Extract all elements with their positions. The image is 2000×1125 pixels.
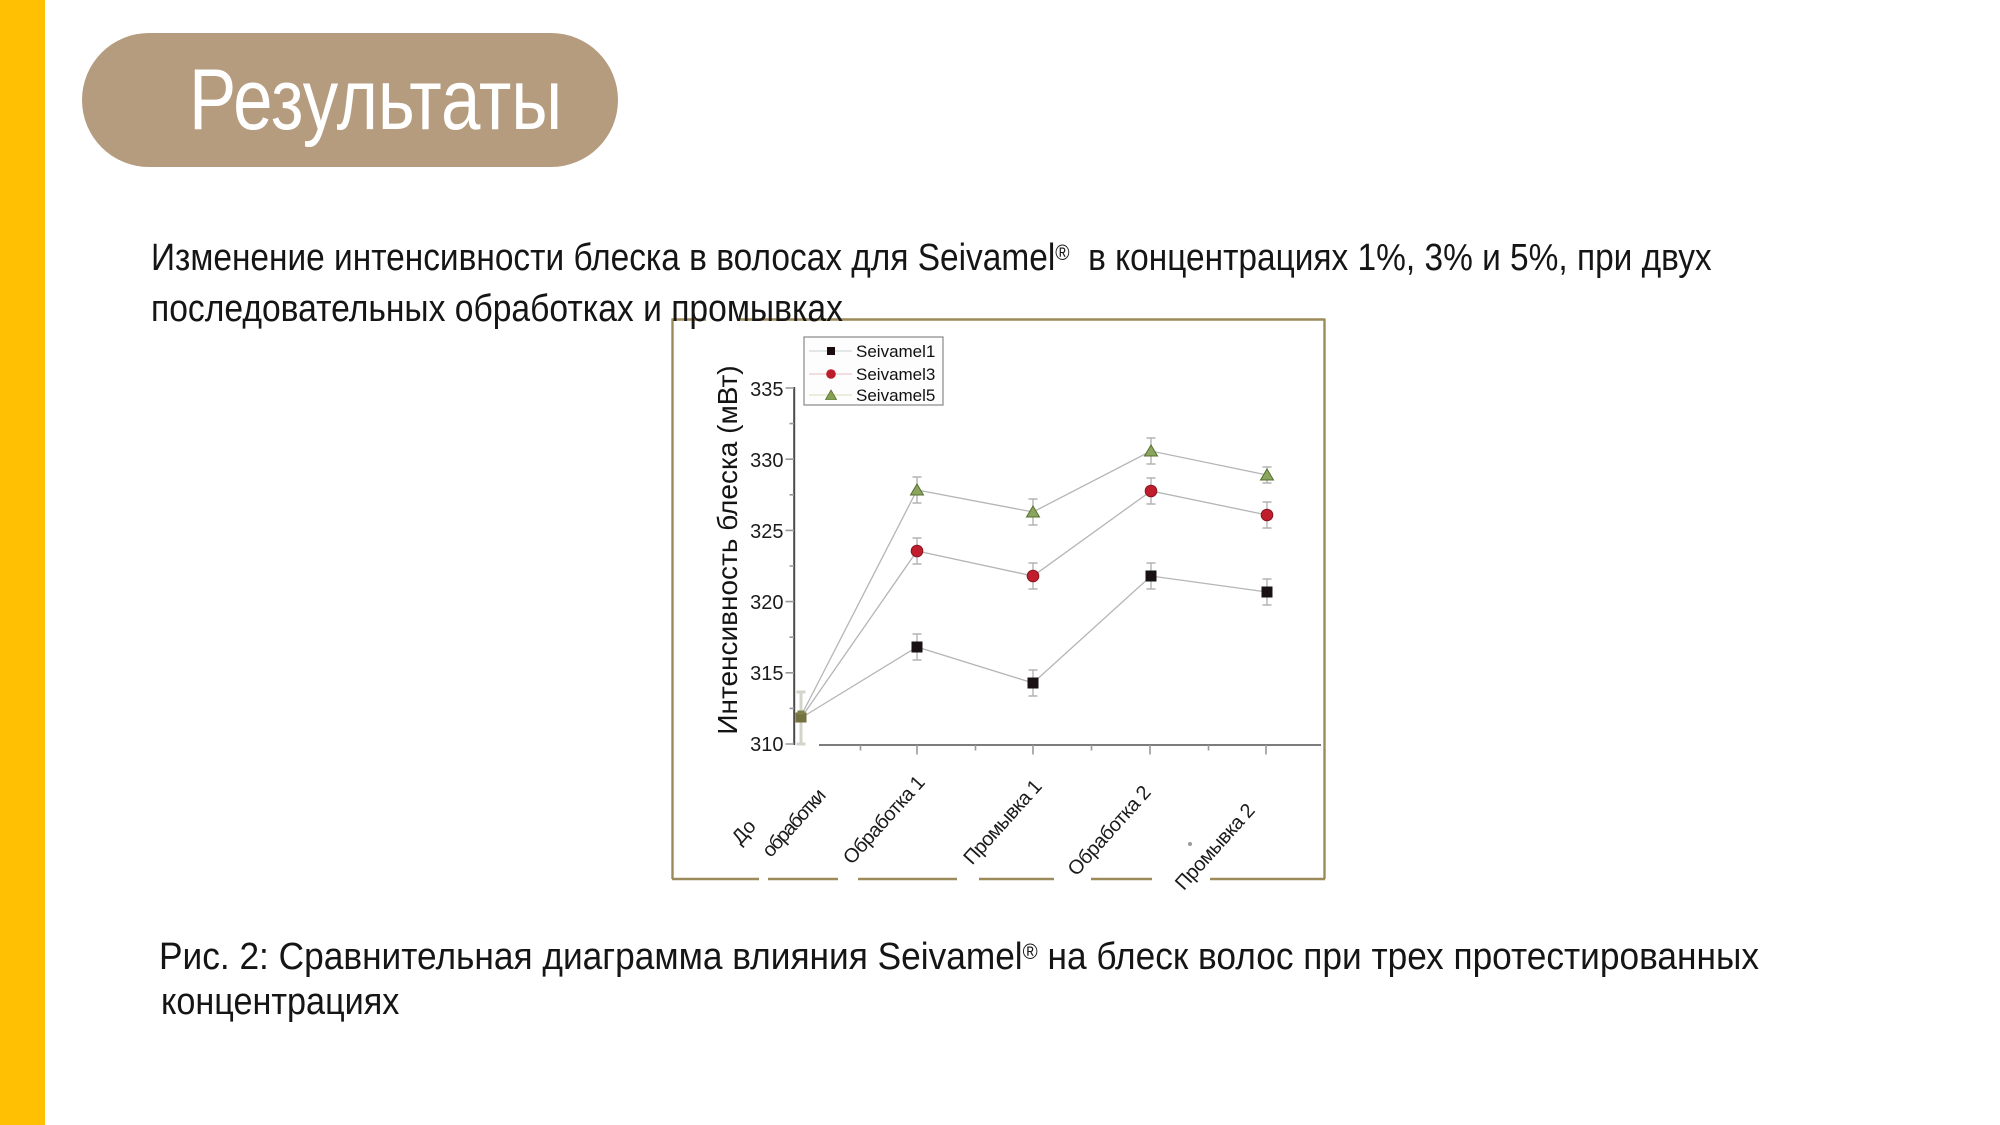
svg-text:310: 310 (750, 734, 783, 756)
svg-text:330: 330 (750, 450, 783, 472)
svg-text:До: До (728, 816, 761, 849)
svg-text:Seivamel3: Seivamel3 (856, 365, 935, 384)
svg-text:315: 315 (750, 663, 783, 685)
svg-text:Seivamel5: Seivamel5 (856, 386, 935, 405)
svg-text:Seivamel1: Seivamel1 (856, 342, 935, 361)
svg-text:335: 335 (750, 379, 783, 401)
svg-text:Обработка 1: Обработка 1 (839, 772, 930, 869)
svg-text:Промывка 1: Промывка 1 (959, 776, 1046, 869)
svg-text:Промывка 2: Промывка 2 (1171, 800, 1260, 895)
svg-text:Интенсивность блеска (мВт): Интенсивность блеска (мВт) (712, 365, 743, 734)
svg-text:обработки: обработки (758, 785, 831, 862)
svg-text:Обработка 2: Обработка 2 (1064, 782, 1156, 881)
svg-text:325: 325 (750, 521, 783, 543)
svg-text:320: 320 (750, 592, 783, 614)
